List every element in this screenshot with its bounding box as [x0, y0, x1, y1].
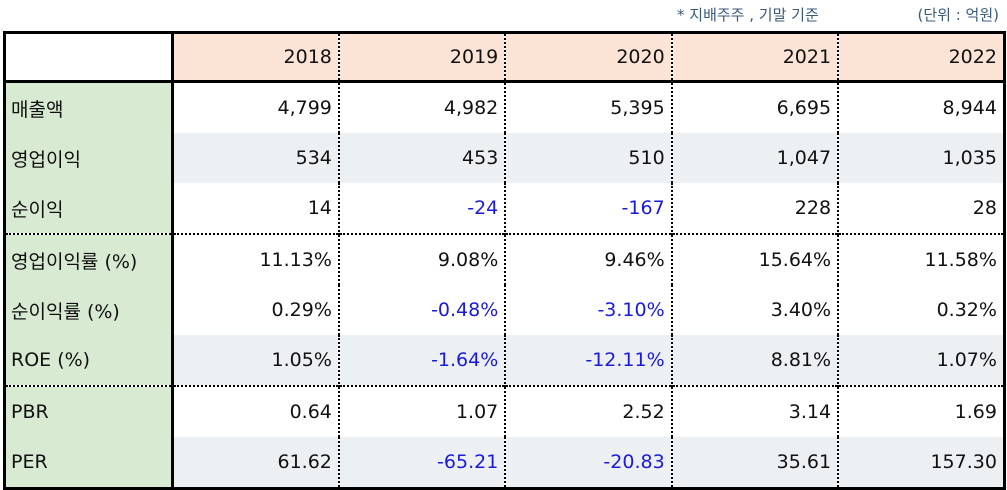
value-cell: 35.61: [670, 437, 839, 489]
value-cell: 228: [670, 183, 839, 234]
header-row: 2018 2019 2020 2021 2022: [4, 32, 1005, 82]
table-row: 매출액 4,799 4,982 5,395 6,695 8,944: [4, 80, 1005, 133]
value-cell: 2.52: [504, 385, 672, 437]
unit-note: (단위 : 억원): [917, 6, 1000, 24]
financial-table: 2018 2019 2020 2021 2022 매출액 4,799 4,982…: [3, 31, 1006, 490]
value-cell: -0.48%: [337, 285, 506, 335]
row-label: PER: [4, 437, 174, 489]
value-cell: 1.69: [837, 385, 1005, 437]
value-cell: 5,395: [504, 80, 672, 133]
value-cell: 1,035: [837, 133, 1005, 183]
table-row: 영업이익률 (%) 11.13% 9.08% 9.46% 15.64% 11.5…: [4, 233, 1005, 285]
value-cell: 3.14: [670, 385, 839, 437]
basis-note: * 지배주주 , 기말 기준: [677, 6, 819, 24]
row-label: 매출액: [4, 80, 174, 133]
value-cell: -24: [337, 183, 506, 234]
year-header: 2022: [837, 32, 1005, 82]
value-cell: 15.64%: [670, 233, 839, 285]
table-row: 순이익 14 -24 -167 228 28: [4, 183, 1005, 234]
value-cell: 6,695: [670, 80, 839, 133]
row-label: ROE (%): [4, 335, 174, 386]
corner-cell: [4, 32, 174, 82]
value-cell: 8.81%: [670, 335, 839, 386]
value-cell: 8,944: [837, 80, 1005, 133]
value-cell: 14: [307, 197, 332, 219]
row-label: 영업이익: [4, 133, 174, 183]
value-cell: 510: [504, 133, 672, 183]
value-cell: 4,799: [172, 80, 339, 133]
value-cell: 1.07: [337, 385, 506, 437]
value-cell: -3.10%: [504, 285, 672, 335]
value-cell: 11.58%: [837, 233, 1005, 285]
value-cell: 0.64: [172, 385, 339, 437]
value-cell: 0.32%: [837, 285, 1005, 335]
value-cell: 1.05%: [172, 335, 339, 386]
year-header: 2018: [172, 32, 339, 82]
value-cell: -167: [504, 183, 672, 234]
value-cell: 4,982: [337, 80, 506, 133]
value-cell: 453: [337, 133, 506, 183]
value-cell: 534: [172, 133, 339, 183]
value-cell: 3.40%: [670, 285, 839, 335]
row-label: 영업이익률 (%): [4, 233, 174, 285]
value-cell: 1.07%: [837, 335, 1005, 386]
row-label: 순이익률 (%): [4, 285, 174, 335]
value-cell: -20.83: [504, 437, 672, 489]
value-cell: -1.64%: [337, 335, 506, 386]
table-row: ROE (%) 1.05% -1.64% -12.11% 8.81% 1.07%: [4, 335, 1005, 386]
table-row: 영업이익 534 453 510 1,047 1,035: [4, 133, 1005, 183]
value-cell: 0.29%: [271, 299, 332, 321]
table-row: PBR 0.64 1.07 2.52 3.14 1.69: [4, 385, 1005, 437]
value-cell: 9.08%: [337, 233, 506, 285]
row-label: 순이익: [4, 183, 174, 234]
value-cell: -12.11%: [504, 335, 672, 386]
table-row: 순이익률 (%) 0.29% -0.48% -3.10% 3.40% 0.32%: [4, 285, 1005, 335]
value-cell: 11.13%: [172, 233, 339, 285]
value-cell: 61.62: [172, 437, 339, 489]
year-header: 2019: [337, 32, 506, 82]
value-cell: 1,047: [670, 133, 839, 183]
value-cell: 157.30: [837, 437, 1005, 489]
value-cell: -65.21: [337, 437, 506, 489]
row-label: PBR: [4, 385, 174, 437]
value-cell: 9.46%: [504, 233, 672, 285]
year-header: 2020: [504, 32, 672, 82]
table-row: PER 61.62 -65.21 -20.83 35.61 157.30: [4, 437, 1005, 489]
year-header: 2021: [670, 32, 839, 82]
value-cell: 28: [837, 183, 1005, 234]
